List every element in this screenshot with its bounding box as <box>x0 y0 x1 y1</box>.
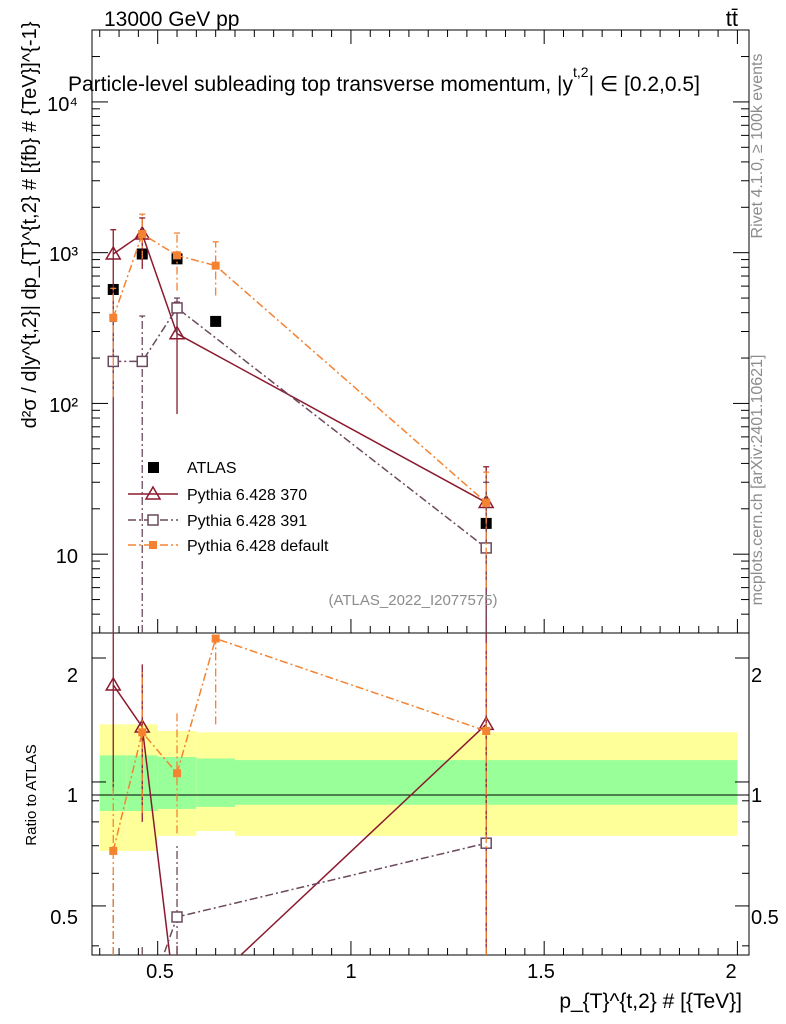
main-y-tick-labels: 10 10² 10³ 10⁴ <box>47 94 78 568</box>
plot-title-tail: | ∈ [0.2,0.5] <box>589 73 700 96</box>
ratio-y-tick-label: 1 <box>67 785 78 807</box>
x-tick-labels: 0.5 1 1.5 2 <box>146 961 736 983</box>
data-point-default <box>173 251 182 260</box>
ratio-point-default <box>211 634 220 643</box>
data-point-default <box>482 498 491 507</box>
legend-default-marker <box>149 541 157 549</box>
data-point-391 <box>136 355 148 368</box>
ratio-line-default <box>112 637 487 852</box>
ratio-line-370 <box>112 684 487 955</box>
ratio-y-tick-label: 2 <box>67 665 78 687</box>
legend: ATLAS Pythia 6.428 370 Pythia 6.428 391 … <box>128 460 329 555</box>
plot-title-superscript: t,2 <box>573 64 589 80</box>
mcplots-label: mcplots.cern.ch [arXiv:2401.10621] <box>749 355 766 606</box>
main-y-tick-label: 10³ <box>49 244 78 266</box>
ratio-y-tick-label-right: 1 <box>751 785 762 807</box>
ratio-band-stat <box>196 758 235 807</box>
ratio-point-default <box>109 846 118 855</box>
ratio-point-default <box>482 726 491 735</box>
data-point-370 <box>168 325 186 340</box>
analysis-id: (ATLAS_2022_I2077575) <box>328 592 497 609</box>
legend-label: ATLAS <box>187 460 237 477</box>
series-391 <box>107 297 492 633</box>
plot-title: Particle-level subleading top transverse… <box>68 64 700 96</box>
ratio-point-391 <box>171 911 183 923</box>
main-y-axis-title: d²σ / d|y^{t,2}| dp_{T}^{t,2} # [{fb} # … <box>19 21 41 428</box>
x-axis-title: p_{T}^{t,2} # [{TeV}] <box>559 990 742 1013</box>
legend-label: Pythia 6.428 370 <box>187 487 307 504</box>
legend-entry-default: Pythia 6.428 default <box>128 538 329 555</box>
energy-label: 13000 GeV pp <box>104 8 239 31</box>
plot-title-main: Particle-level subleading top transverse… <box>68 73 574 96</box>
ratio-point-370 <box>104 676 122 691</box>
legend-entry-370: Pythia 6.428 370 <box>128 485 307 504</box>
data-point-370 <box>104 245 122 260</box>
data-point-atlas <box>210 315 222 327</box>
ratio-y-tick-label: 0.5 <box>50 907 78 929</box>
series-370 <box>104 217 495 633</box>
series-default <box>109 213 491 588</box>
legend-entry-atlas: ATLAS <box>148 460 237 477</box>
ratio-point-default <box>173 769 182 778</box>
ratio-line-391 <box>162 842 487 955</box>
ratio-series-default <box>109 633 491 955</box>
ratio-y-tick-labels: 0.5 1 2 0.5 1 2 <box>50 665 779 929</box>
main-y-tick-label: 10² <box>49 395 78 417</box>
series-line-default <box>112 232 487 504</box>
x-tick-label: 1.5 <box>527 961 555 983</box>
ratio-y-axis-title: Ratio to ATLAS <box>23 744 40 845</box>
ratio-frame <box>91 632 750 956</box>
x-tick-label: 2 <box>725 961 736 983</box>
ratio-y-tick-label-right: 0.5 <box>751 907 779 929</box>
series-line-391 <box>113 306 487 549</box>
process-label: tt̄ <box>726 6 738 31</box>
x-tick-label: 1 <box>345 961 356 983</box>
legend-entry-391: Pythia 6.428 391 <box>128 513 307 530</box>
x-tick-label: 0.5 <box>146 961 174 983</box>
ratio-y-tick-label-right: 2 <box>751 665 762 687</box>
legend-391-marker <box>147 514 159 526</box>
main-y-tick-label: 10 <box>56 546 78 568</box>
legend-370-marker <box>144 485 162 500</box>
ratio-point-default <box>138 728 147 737</box>
data-point-default <box>211 261 220 270</box>
data-point-default <box>138 230 147 239</box>
series-layer <box>104 213 495 955</box>
data-point-default <box>109 313 118 322</box>
rivet-label: Rivet 4.1.0, ≥ 100k events <box>749 54 766 239</box>
main-y-tick-label: 10⁴ <box>47 94 78 116</box>
data-point-391 <box>171 302 183 314</box>
legend-atlas-marker <box>148 462 159 473</box>
legend-label: Pythia 6.428 391 <box>187 513 307 530</box>
series-line-370 <box>112 232 487 504</box>
legend-label: Pythia 6.428 default <box>187 538 329 555</box>
